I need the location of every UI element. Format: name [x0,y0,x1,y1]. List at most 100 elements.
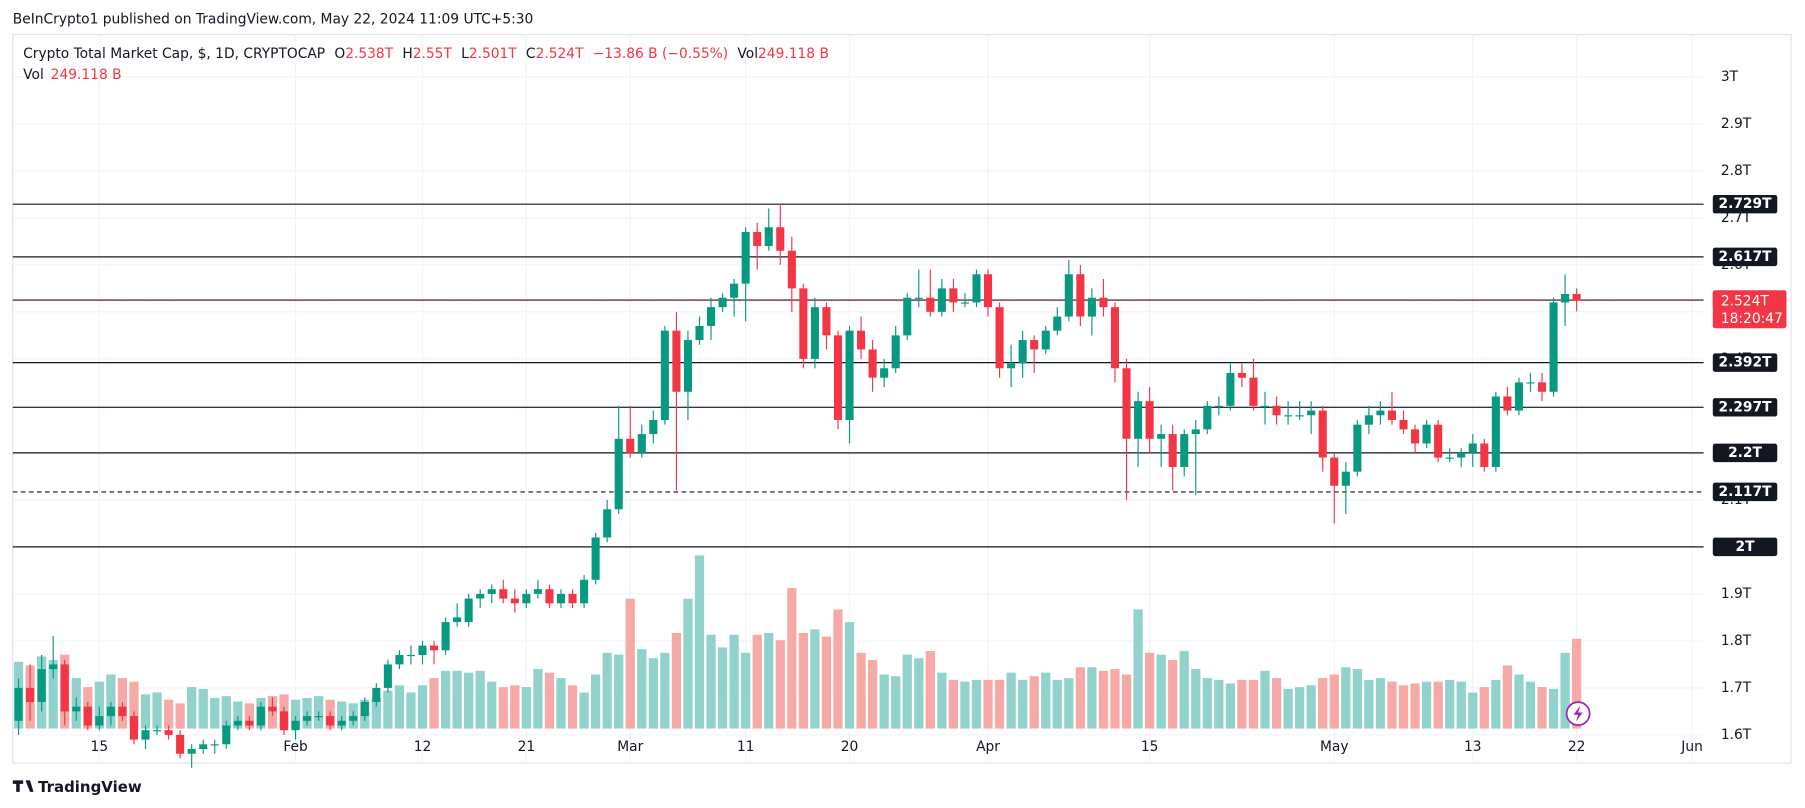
candle-body [730,283,739,298]
last-price-label: 2.524T [1721,294,1769,310]
volume-bar [706,634,716,729]
volume-bar [48,660,58,729]
volume-bar [221,696,231,729]
volume-bar [717,647,728,729]
candle-body [1145,401,1154,439]
candle-body [1157,434,1166,439]
candle-body [1007,363,1016,369]
vol-value: 249.118 B [758,46,829,62]
candle-body [303,716,312,721]
volume-bar [1468,692,1478,729]
candle-body [580,579,589,604]
candle-body [1041,330,1050,350]
level-tag: 2.392T [1712,353,1778,372]
candle-body [199,744,208,750]
candle-body [441,622,450,651]
volume-bar [429,678,439,729]
candle-body [291,720,300,731]
candle-body [1168,434,1177,467]
volume-bar [994,679,1005,729]
volume-bar [337,701,347,729]
volume-bar [544,672,555,729]
candle-body [706,307,716,326]
volume-bar [394,685,405,729]
level-tag-label: 2.392T [1718,355,1772,371]
volume-bar [1329,674,1339,729]
candle-body [245,720,254,726]
o-label: O [334,46,345,62]
candle-body [210,744,219,746]
volume-bar [1179,651,1189,729]
x-tick-label: 15 [91,739,109,755]
volume-bar [937,672,947,729]
volume-bar [787,587,797,729]
level-tag-label: 2T [1736,539,1756,555]
volume-bar [521,687,531,729]
candle-body [1226,372,1235,406]
y-tick-label: 2.9T [1721,116,1752,132]
level-tag: 2.2T [1712,443,1778,463]
candle-body [26,687,35,703]
c-label: C [526,46,536,62]
volume-bar [1237,679,1247,729]
volume-bar [660,652,670,729]
y-tick-label: 2.7T [1721,210,1752,226]
volume-bar [440,670,451,729]
volume-bar [1225,683,1236,729]
candle-body [649,419,658,435]
volume-bar [406,692,416,729]
candle-body [1491,396,1500,467]
volume-bar [694,555,705,729]
level-tag-label: 2.297T [1718,399,1772,415]
candle-body [880,368,889,378]
level-tag-label: 2.2T [1728,445,1762,461]
alert-icon [1565,701,1591,726]
candle-body [660,330,669,420]
volume-bar [867,660,878,729]
volume-bar [1156,654,1166,729]
l-label: L [461,46,469,62]
volume-bar [798,632,808,729]
candle-body [845,330,854,420]
x-tick-label: 12 [414,739,432,755]
candle-body [1053,316,1062,331]
frame [12,33,1792,764]
volume-bar [510,685,520,729]
volume-bar [475,670,485,729]
candle-body [1099,297,1108,308]
volume-bar [533,669,543,729]
volume-bar [383,690,393,729]
candle-body [1295,415,1304,417]
candle-body [1376,410,1385,416]
vol-value: 249.118 B [51,67,122,83]
x-tick-label: Feb [283,739,307,755]
candle-body [406,654,415,657]
candle-body [106,706,115,717]
candle-body [164,730,173,735]
candle-body [430,645,439,651]
level-tag-box [1712,537,1778,557]
volume-bar [648,658,658,729]
candle-body [49,664,58,670]
candle-body [395,654,404,665]
candle-body [1272,405,1281,416]
candle-body [672,330,681,392]
y-tick-label: 1.7T [1721,680,1752,696]
candle-body [926,297,935,312]
h-label: H [402,46,412,62]
volume-bar [163,699,174,729]
volume-bar [821,636,832,729]
level-tag-box [1712,353,1778,372]
level-tag-label: 2.729T [1718,196,1772,212]
candle-body [568,593,577,604]
candle-body [683,340,692,392]
candle-body [868,349,877,378]
candle-body [787,250,796,289]
candle-body [1537,382,1547,392]
volume-bar [856,652,866,729]
volume-bar [1456,681,1466,729]
candle-body [1076,274,1085,317]
volume-bar [1168,660,1178,729]
